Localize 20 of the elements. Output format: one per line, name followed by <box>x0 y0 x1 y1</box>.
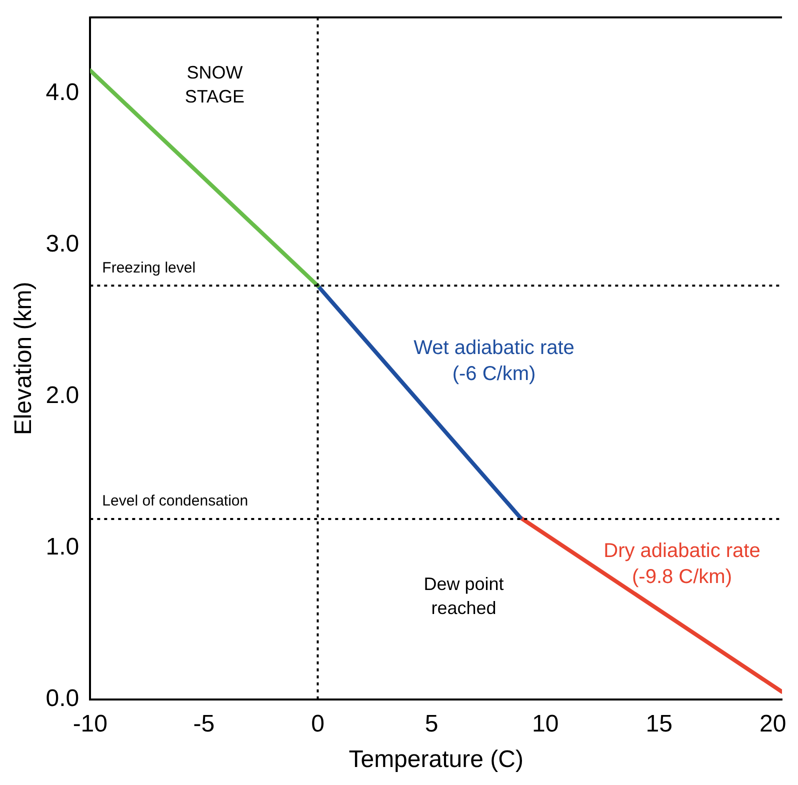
series-label: Wet adiabatic rate (-6 C/km) <box>414 337 574 386</box>
x-tick-label: 15 <box>646 710 672 738</box>
y-tick-label: 2.0 <box>46 382 80 409</box>
x-tick-label: -5 <box>193 710 215 738</box>
series-label: Dry adiabatic rate (-9.8 C/km) <box>604 540 760 588</box>
x-axis-title: Temperature (C) <box>348 746 524 774</box>
x-tick-label: 20 <box>760 710 786 738</box>
y-tick-label: 0.0 <box>46 685 80 712</box>
annotation: SNOW STAGE <box>184 62 245 107</box>
x-tick-label: 10 <box>532 710 559 738</box>
ref-line-label: Level of condensation <box>102 492 248 510</box>
annotation: Dew point reached <box>424 574 504 618</box>
x-tick-label: 5 <box>424 710 438 738</box>
x-tick-label: 0 <box>311 710 324 738</box>
y-tick-label: 1.0 <box>46 533 80 560</box>
y-axis-title: Elevation (km) <box>10 282 38 436</box>
y-tick-label: 3.0 <box>46 230 80 258</box>
ref-line-label: Freezing level <box>102 259 196 276</box>
y-tick-label: 4.0 <box>46 78 80 106</box>
x-tick-label: -10 <box>72 710 108 738</box>
